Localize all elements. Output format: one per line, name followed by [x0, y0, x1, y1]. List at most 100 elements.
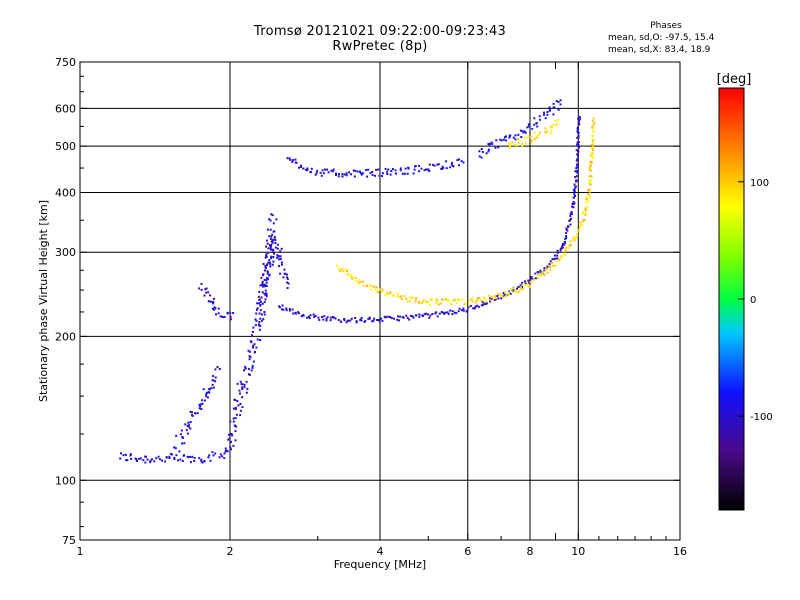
- data-point: [431, 313, 434, 315]
- data-point: [199, 405, 202, 408]
- data-point: [122, 454, 125, 457]
- colorbar-tick-label: -100: [750, 412, 773, 423]
- data-point: [332, 168, 335, 171]
- data-point: [433, 164, 436, 167]
- data-point: [428, 163, 431, 166]
- data-point: [258, 320, 261, 323]
- data-point: [591, 155, 594, 158]
- data-point: [576, 143, 579, 146]
- data-point: [576, 175, 579, 178]
- data-point: [254, 318, 257, 321]
- data-point: [561, 246, 564, 249]
- data-point: [581, 220, 584, 223]
- data-point: [403, 172, 406, 175]
- data-point: [232, 312, 235, 314]
- data-point: [447, 298, 450, 301]
- data-point: [586, 206, 589, 209]
- data-point: [179, 458, 182, 461]
- data-point: [212, 301, 215, 303]
- data-point: [252, 360, 255, 363]
- data-point: [569, 219, 572, 222]
- data-point: [314, 315, 317, 317]
- data-point: [153, 460, 156, 463]
- data-point: [507, 294, 510, 296]
- data-point: [497, 297, 500, 300]
- data-point: [251, 334, 253, 337]
- data-point: [592, 117, 595, 120]
- data-point: [576, 129, 579, 132]
- data-point: [589, 180, 592, 182]
- data-point: [484, 303, 487, 306]
- chart-subtitle: RwPretec (8p): [332, 39, 428, 54]
- data-point: [443, 312, 446, 315]
- data-point: [392, 293, 395, 296]
- data-point: [255, 312, 258, 315]
- data-point: [232, 444, 235, 447]
- data-point: [265, 253, 268, 256]
- data-point: [496, 295, 499, 297]
- data-point: [361, 172, 364, 175]
- data-point: [269, 263, 272, 266]
- data-point: [359, 170, 361, 173]
- data-point: [509, 144, 511, 147]
- data-point: [247, 373, 250, 376]
- data-point: [536, 136, 539, 139]
- data-point: [270, 235, 273, 238]
- data-point: [218, 368, 221, 370]
- data-point: [244, 365, 247, 368]
- data-point: [348, 171, 351, 174]
- data-point: [270, 257, 273, 260]
- data-point: [287, 282, 290, 285]
- data-point: [281, 261, 283, 264]
- data-point: [565, 246, 568, 249]
- data-point: [286, 276, 289, 279]
- data-point: [359, 281, 362, 283]
- data-point: [458, 307, 461, 310]
- data-point: [279, 258, 282, 260]
- data-point: [191, 411, 193, 414]
- data-point: [379, 288, 382, 291]
- data-point: [565, 229, 568, 232]
- data-point: [187, 421, 190, 424]
- data-point: [367, 168, 370, 171]
- data-point: [263, 269, 266, 272]
- data-point: [360, 173, 363, 176]
- data-point: [361, 280, 364, 283]
- data-point: [487, 148, 490, 151]
- data-point: [207, 456, 210, 459]
- data-point: [275, 218, 278, 221]
- data-point: [552, 106, 555, 109]
- y-tick-label: 75: [62, 534, 76, 547]
- data-point: [427, 168, 430, 171]
- data-point: [239, 403, 242, 405]
- data-point: [548, 263, 551, 266]
- data-point: [434, 301, 437, 304]
- data-point: [212, 386, 215, 389]
- data-point: [144, 461, 147, 464]
- data-point: [325, 317, 328, 320]
- data-point: [265, 255, 268, 258]
- data-point: [342, 270, 345, 273]
- data-point: [255, 308, 258, 311]
- data-point: [556, 257, 559, 260]
- data-point: [552, 102, 555, 105]
- data-point: [201, 399, 204, 402]
- data-point: [431, 163, 434, 166]
- data-point: [243, 383, 246, 386]
- data-point: [354, 169, 357, 172]
- data-point: [314, 173, 317, 176]
- data-point: [165, 456, 168, 459]
- data-point: [278, 258, 281, 261]
- data-point: [256, 302, 259, 305]
- data-point: [181, 442, 183, 445]
- x-tick-label: 2: [227, 545, 234, 558]
- data-point: [207, 391, 210, 394]
- data-point: [537, 134, 540, 136]
- data-point: [517, 141, 520, 144]
- data-point: [494, 297, 497, 300]
- data-point: [482, 296, 485, 299]
- data-point: [494, 146, 497, 149]
- data-point: [484, 301, 487, 303]
- data-point: [440, 311, 443, 313]
- data-point: [367, 317, 370, 320]
